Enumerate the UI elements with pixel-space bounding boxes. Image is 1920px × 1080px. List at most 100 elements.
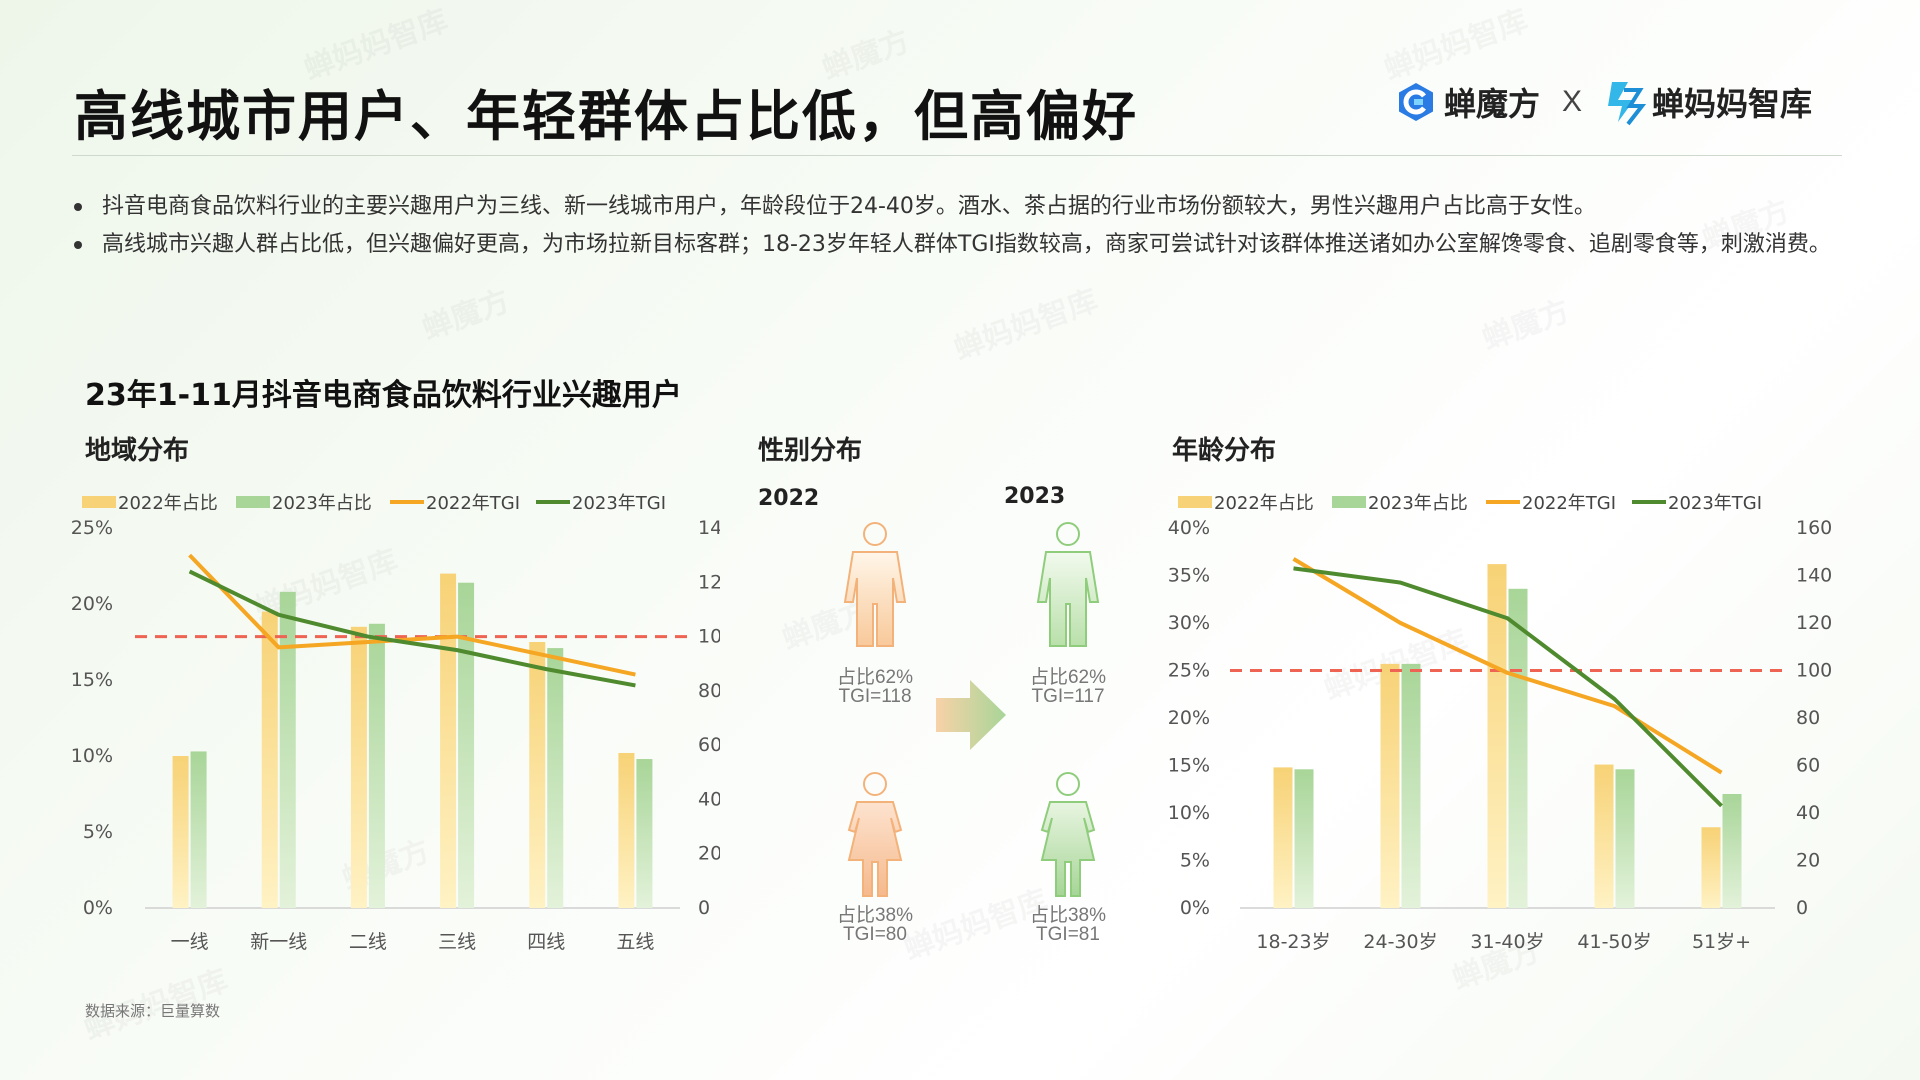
logo2-text: 蝉妈妈智库: [1651, 85, 1812, 123]
right-tick-label: 20: [1796, 850, 1820, 872]
left-tick-label: 0%: [1180, 897, 1210, 919]
watermark-text: 蝉魔方: [415, 276, 515, 348]
bar-2023: [368, 623, 385, 908]
region-chart: 2022年占比 2023年占比 2022年TGI 2023年TGI 25% 20% 15% 1…: [71, 493, 720, 953]
page-title: 高线城市用户、年轻群体占比低，但高偏好: [74, 85, 1138, 148]
female-2022-share: 占比38%: [836, 905, 914, 926]
bullet-1: 抖音电商食品饮料行业的主要兴趣用户为三线、新一线城市用户，年龄段位于24-40岁…: [72, 188, 1832, 226]
bar-2022: [1487, 564, 1507, 908]
summary-bullets: 抖音电商食品饮料行业的主要兴趣用户为三线、新一线城市用户，年龄段位于24-40岁…: [72, 188, 1832, 264]
gender-year-2022: 2022: [758, 486, 820, 511]
bar-2023: [279, 591, 296, 908]
right-tick-label: 120: [698, 571, 720, 593]
data-source: 数据来源：巨量算数: [85, 1002, 221, 1020]
legend-label: 2023年TGI: [1668, 493, 1762, 514]
chanmofang-logo-icon: [1398, 83, 1433, 121]
category-label: 一线: [171, 931, 209, 953]
left-tick-label: 5%: [1180, 850, 1210, 872]
logo1-text: 蝉魔方: [1443, 85, 1540, 123]
region-chart-title: 地域分布: [85, 436, 190, 466]
watermark-text: 蝉妈妈智库: [947, 276, 1103, 369]
bar-2023: [1294, 769, 1314, 908]
bar-2023: [1508, 588, 1528, 908]
male-2023-share: 占比62%: [1029, 667, 1107, 688]
bar-2022: [618, 752, 635, 908]
bar-2023: [636, 759, 653, 908]
category-label: 41-50岁: [1577, 931, 1651, 953]
right-tick-label: 40: [698, 788, 720, 810]
right-tick-label: 80: [698, 680, 720, 702]
left-tick-label: 25%: [1168, 660, 1210, 682]
bar-2022: [440, 573, 457, 908]
right-tick-label: 60: [1796, 755, 1820, 777]
left-tick-label: 10%: [71, 745, 113, 767]
left-tick-label: 20%: [1168, 707, 1210, 729]
gender-panel: 2022 2023 占比62% TGI=118 占比38% TGI=80 占比6…: [740, 470, 1120, 960]
female-2023-share: 占比38%: [1029, 905, 1107, 926]
bar-2022: [1273, 767, 1293, 908]
bar-2022: [172, 756, 189, 908]
right-tick-label: 20: [698, 843, 720, 865]
category-label: 24-30岁: [1363, 931, 1437, 953]
gender-title: 性别分布: [758, 436, 863, 466]
watermark-text: 蝉魔方: [1475, 286, 1575, 358]
bar-2023: [547, 648, 564, 908]
male-2022-share: 占比62%: [836, 667, 914, 688]
bar-2023: [1401, 663, 1421, 908]
right-tick-label: 0: [1796, 897, 1808, 919]
tgi-line-2022: [1292, 557, 1723, 775]
logo-separator: X: [1561, 85, 1582, 118]
bar-2023: [458, 582, 475, 908]
right-tick-label: 100: [1796, 660, 1832, 682]
right-tick-label: 160: [1796, 517, 1832, 539]
chanmama-logo-icon: [1607, 82, 1646, 126]
chanmofang-logo: 蝉魔方: [1394, 79, 1540, 125]
bullet-2: 高线城市兴趣人群占比低，但兴趣偏好更高，为市场拉新目标客群；18-23岁年轻人群…: [72, 226, 1832, 264]
left-tick-label: 35%: [1168, 565, 1210, 587]
female-2022-icon: [847, 772, 903, 897]
left-tick-label: 40%: [1168, 517, 1210, 539]
left-tick-label: 10%: [1168, 802, 1210, 824]
legend-label: 2023年占比: [1368, 493, 1468, 514]
male-2023-tgi: TGI=117: [1031, 686, 1105, 707]
logo-area: 蝉魔方 X 蝉妈妈智库: [1394, 78, 1812, 126]
legend-swatch: [82, 496, 116, 508]
tgi-line-2023: [1293, 566, 1723, 808]
bar-2022: [350, 626, 367, 908]
category-label: 新一线: [250, 931, 307, 953]
right-tick-label: 120: [1796, 612, 1832, 634]
age-chart-title: 年龄分布: [1172, 436, 1277, 466]
legend-label: 2022年占比: [118, 493, 218, 514]
bar-2023: [190, 751, 207, 908]
legend-swatch: [1178, 496, 1212, 508]
chanmama-logo: 蝉妈妈智库: [1604, 78, 1812, 126]
bar-2022: [529, 642, 546, 908]
age-chart: 2022年占比 2023年占比 2022年TGI 2023年TGI 40% 35% 30% 2…: [1168, 493, 1833, 953]
left-tick-label: 25%: [71, 517, 113, 539]
category-label: 四线: [527, 931, 565, 953]
female-2023-icon: [1040, 772, 1096, 897]
bar-2023: [1722, 794, 1742, 908]
legend-label: 2022年TGI: [426, 493, 520, 514]
female-2023-tgi: TGI=81: [1036, 924, 1100, 945]
legend-label: 2022年TGI: [1522, 493, 1616, 514]
right-tick-label: 60: [698, 734, 720, 756]
category-label: 31-40岁: [1470, 931, 1544, 953]
watermark-text: 蝉妈妈智库: [1377, 0, 1533, 88]
left-tick-label: 15%: [71, 669, 113, 691]
tgi-line-2023: [188, 569, 636, 688]
left-tick-label: 5%: [83, 821, 113, 843]
section-title: 23年1-11月抖音电商食品饮料行业兴趣用户: [85, 378, 682, 413]
category-label: 三线: [438, 931, 476, 953]
legend-label: 2023年占比: [272, 493, 372, 514]
legend-swatch: [236, 496, 270, 508]
bar-2022: [1594, 764, 1614, 908]
bar-2022: [1380, 663, 1400, 908]
bar-2023: [1615, 769, 1635, 908]
female-2022-tgi: TGI=80: [843, 924, 907, 945]
male-2022-icon: [843, 522, 907, 647]
left-tick-label: 20%: [71, 593, 113, 615]
title-divider: [72, 155, 1842, 156]
left-tick-label: 15%: [1168, 755, 1210, 777]
right-tick-label: 80: [1796, 707, 1820, 729]
